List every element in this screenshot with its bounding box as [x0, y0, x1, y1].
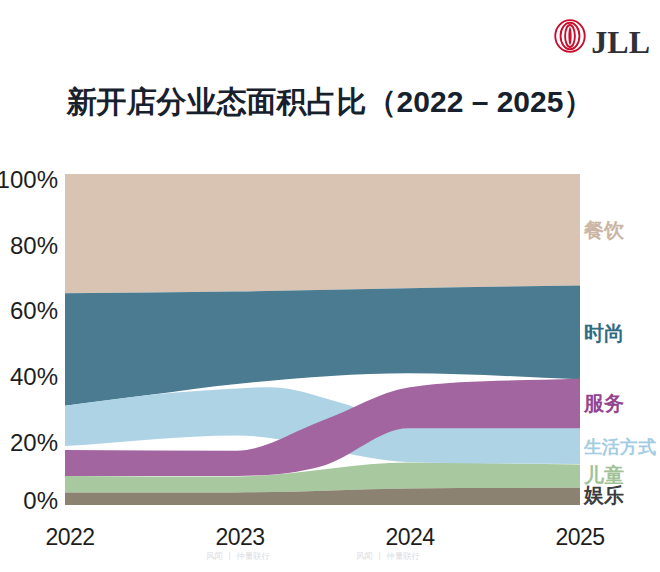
series-label-生活方式: 生活方式 — [583, 437, 656, 457]
y-tick-label: 40% — [10, 363, 58, 390]
x-tick-label: 2022 — [45, 524, 94, 550]
series-label-儿童: 儿童 — [583, 464, 624, 486]
y-tick-label: 60% — [10, 297, 58, 324]
flow-chart: 100% 80% 60% 40% 20% 0% 2022 2023 2024 2025 餐饮时尚服务… — [0, 0, 660, 572]
x-tick-label: 2023 — [215, 524, 264, 550]
watermark-left: 风闻 丨 仲量联行 — [206, 551, 270, 563]
series-label-服务: 服务 — [583, 392, 624, 414]
x-tick-label: 2025 — [555, 524, 604, 550]
y-tick-label: 20% — [10, 429, 58, 456]
series-label-娱乐: 娱乐 — [583, 484, 624, 506]
watermark-right: 风闻 丨 仲量联行 — [356, 551, 420, 563]
y-tick-label: 0% — [23, 487, 58, 514]
y-tick-label: 80% — [10, 232, 58, 259]
series-label-时尚: 时尚 — [584, 322, 624, 344]
y-tick-label: 100% — [0, 166, 58, 193]
band-餐饮 — [65, 174, 580, 293]
x-tick-label: 2024 — [385, 524, 435, 550]
series-label-餐饮: 餐饮 — [583, 219, 625, 241]
